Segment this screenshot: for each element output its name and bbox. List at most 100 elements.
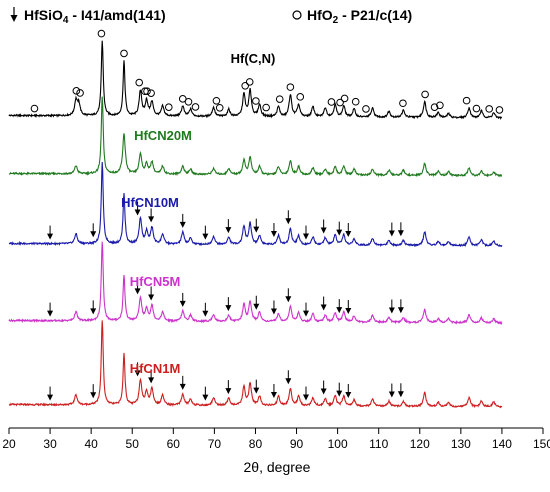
hfsio4-arrow-marker [388,383,395,398]
hfo2-circle-marker [262,103,270,112]
hfsio4-arrow-marker [47,302,54,317]
series-line-hfcn10m [8,161,503,248]
hfsio4-arrow-marker [47,225,54,240]
hfo2-circle-marker [436,101,444,110]
hfsio4-arrow-marker [302,302,309,317]
legend-label-hfo2: HfO2 - P21/c(14) [307,7,412,26]
arrow-down-icon [10,7,18,22]
series-label-hfcn1m: HfCN1M [130,361,181,376]
series-line-hf-c-n- [8,40,503,120]
hfo2-circle-marker [421,90,429,99]
circle-marker-icon [292,10,302,20]
hfsio4-arrow-marker [179,375,186,390]
x-tick-label: 40 [84,437,98,451]
hfo2-circle-marker [495,106,504,114]
hfo2-circle-marker [212,96,221,105]
hfo2-circle-marker [72,87,81,95]
hfo2-circle-marker [340,94,349,103]
hfsio4-arrow-marker [90,223,97,238]
legend: HfSiO4 - I41/amd(141) HfO2 - P21/c(14) [10,7,412,26]
hfsio4-arrow-marker [202,225,209,240]
hfo2-circle-marker [462,96,471,105]
hfsio4-arrow-marker [148,286,155,301]
hfsio4-arrow-marker [302,225,309,240]
series-labels: Hf(C,N) HfCN20M HfCN10M HfCN5M HfCN1M [121,51,275,376]
hfo2-circle-marker [399,99,407,108]
hfsio4-arrow-marker [336,382,343,397]
hfo2-circle-marker [76,89,84,97]
series-line-hfcn20m [8,96,503,178]
series-line-hfcn5m [8,241,503,326]
hfsio4-arrow-marker [225,219,232,234]
hfo2-circle-marker [296,93,305,101]
markers-group [30,29,504,401]
hfo2-circle-marker [252,97,260,105]
series-label-hf-c-n-: Hf(C,N) [231,51,276,66]
hfsio4-arrow-marker [47,386,54,401]
hfo2-circle-marker [215,103,224,112]
x-tick-label: 50 [126,437,140,451]
hfo2-circle-marker [472,104,481,113]
x-axis-ticks: 20 30 40 50 60 70 80 90 100 110 120 130 140 150 [2,428,550,451]
x-axis-label: 2θ, degree [244,459,311,475]
hfsio4-arrow-marker [397,299,404,314]
hfsio4-arrow-marker [148,369,155,384]
hfo2-circle-marker [147,89,155,97]
hfsio4-arrow-marker [225,380,232,395]
hfo2-circle-marker [485,105,493,113]
hfsio4-arrow-marker [336,221,343,236]
hfsio4-arrow-marker [285,210,292,225]
hfo2-circle-marker [327,98,336,106]
hfsio4-arrow-marker [302,386,309,401]
x-tick-label: 100 [328,437,348,451]
hfsio4-arrow-marker [270,300,277,315]
x-tick-label: 110 [369,437,388,451]
hfsio4-arrow-marker [179,292,186,307]
hfo2-circle-marker [184,97,193,106]
hfsio4-arrow-marker [134,280,141,295]
x-tick-label: 70 [208,437,222,451]
x-tick-label: 20 [2,437,16,451]
hfsio4-arrow-marker [253,218,260,233]
hfo2-circle-marker [336,98,344,107]
hfo2-circle-marker [135,78,144,87]
x-tick-label: 120 [410,437,430,451]
hfsio4-arrow-marker [388,222,395,237]
hfo2-circle-marker [178,95,187,103]
hfsio4-arrow-marker [345,299,352,314]
hfsio4-arrow-marker [134,201,141,216]
hfo2-circle-marker [275,95,284,103]
hfsio4-arrow-marker [202,386,209,401]
x-tick-label: 80 [249,437,263,451]
x-tick-label: 150 [533,437,550,451]
hfsio4-arrow-marker [179,213,186,228]
hfo2-circle-marker [120,49,128,58]
legend-item-hfsio4: HfSiO4 - I41/amd(141) [10,7,166,26]
hfsio4-arrow-marker [397,222,404,237]
hfsio4-arrow-marker [345,222,352,237]
hfsio4-arrow-marker [253,379,260,394]
hfsio4-arrow-marker [134,362,141,377]
hfsio4-arrow-marker [345,383,352,398]
hfsio4-arrow-marker [253,295,260,310]
series-label-hfcn5m: HfCN5M [130,274,181,289]
series-label-hfcn20m: HfCN20M [134,128,192,143]
hfsio4-arrow-marker [225,297,232,312]
legend-label-hfsio4: HfSiO4 - I41/amd(141) [24,7,166,26]
hfsio4-arrow-marker [320,219,327,234]
legend-item-hfo2: HfO2 - P21/c(14) [292,7,412,26]
hfsio4-arrow-marker [397,383,404,398]
hfsio4-arrow-marker [90,300,97,315]
x-tick-label: 60 [167,437,181,451]
x-tick-label: 90 [290,437,304,451]
hfsio4-arrow-marker [285,288,292,303]
hfo2-circle-marker [164,103,173,111]
hfo2-circle-marker [30,104,39,113]
hfo2-circle-marker [362,105,370,113]
hfsio4-arrow-marker [148,208,155,223]
series-group [8,40,503,409]
hfsio4-arrow-marker [270,384,277,399]
hfsio4-arrow-marker [336,299,343,314]
hfo2-circle-marker [351,97,360,106]
x-tick-label: 140 [492,437,512,451]
